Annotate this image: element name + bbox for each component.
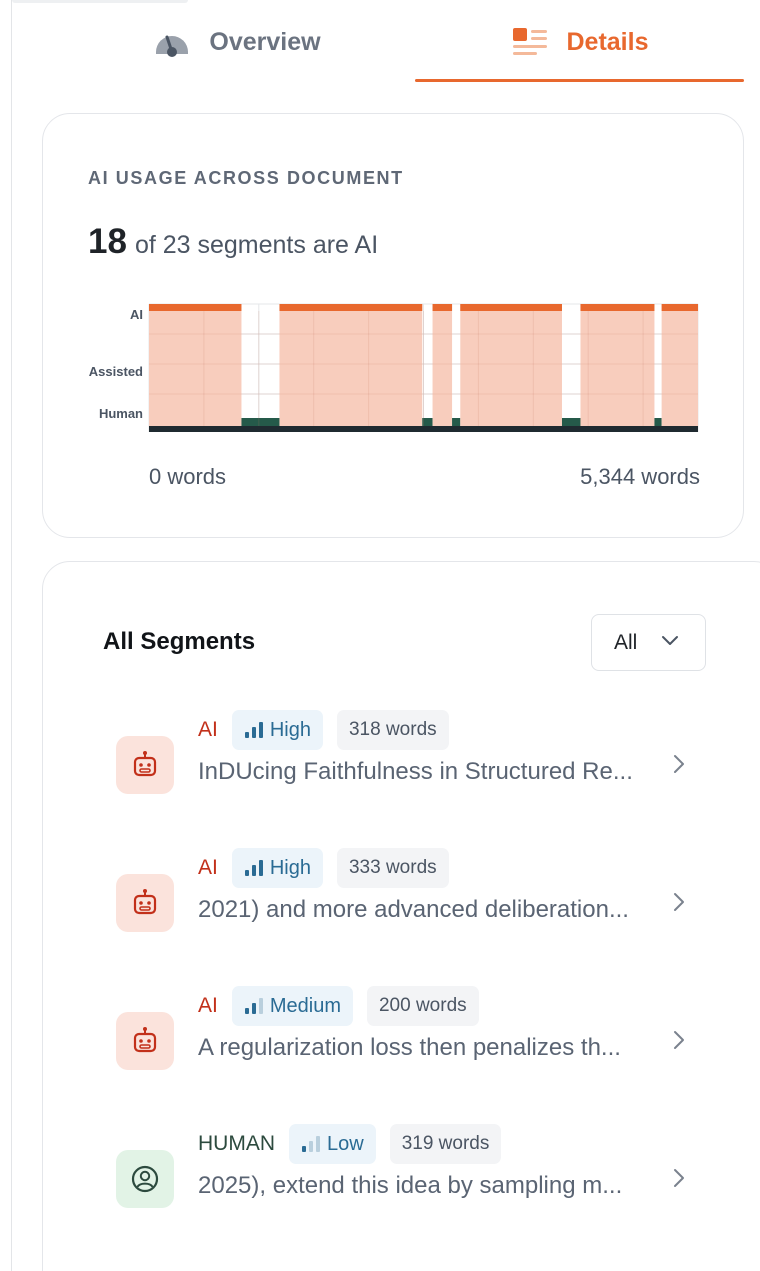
- human-segment-line: [422, 418, 433, 426]
- segment-type: AI: [198, 856, 218, 879]
- segment-filter-select[interactable]: All: [591, 614, 706, 671]
- confidence-label: Medium: [269, 994, 341, 1017]
- signal-high-icon: [244, 722, 263, 738]
- y-label-human: Human: [98, 406, 143, 421]
- ai-segment-bar: [580, 304, 655, 432]
- segment-item[interactable]: HUMAN Low 319 words 2025), extend this i…: [103, 1124, 693, 1234]
- tab-overview-label: Overview: [209, 27, 321, 56]
- segment-preview: InDUcing Faithfulness in Structured Re..…: [198, 758, 633, 785]
- summary-text: of 23 segments are AI: [134, 231, 379, 259]
- signal-medium-icon: [244, 998, 263, 1014]
- usage-chart: AI Assisted Human 0 words 5,344 words: [43, 114, 745, 539]
- details-list-icon: [511, 26, 549, 58]
- ai-segment-line: [432, 304, 453, 311]
- tab-details-label: Details: [566, 27, 649, 56]
- ai-segment-line: [149, 304, 242, 311]
- ai-segment-line: [460, 304, 562, 311]
- x-start-label: 0 words: [149, 464, 227, 489]
- signal-high-icon: [244, 860, 263, 876]
- chevron-right-icon: [674, 1169, 684, 1187]
- segments-card: All Segments All AI High 318 words InDUc…: [42, 561, 760, 1271]
- ai-segment-line: [279, 304, 423, 311]
- segment-meta: AI High 333 words: [198, 848, 449, 888]
- confidence-label: Low: [327, 1132, 364, 1155]
- word-count-badge: 318 words: [336, 710, 449, 750]
- ai-segment-bar: [661, 304, 698, 432]
- word-count-badge: 200 words: [366, 986, 479, 1026]
- segment-meta: AI High 318 words: [198, 710, 449, 750]
- segment-type: AI: [198, 718, 218, 741]
- tab-overview[interactable]: Overview: [60, 0, 414, 84]
- ai-usage-card: AI USAGE ACROSS DOCUMENT 18 of 23 segmen…: [42, 113, 744, 538]
- chevron-right-icon: [674, 755, 684, 773]
- usage-summary: 18 of 23 segments are AI: [88, 222, 378, 262]
- segments-title: All Segments: [103, 628, 256, 655]
- confidence-badge: High: [231, 848, 323, 888]
- segment-preview: 2021) and more advanced deliberation...: [198, 896, 629, 923]
- segment-type: AI: [198, 994, 218, 1017]
- ai-segment-line: [661, 304, 698, 311]
- segment-meta: HUMAN Low 319 words: [198, 1124, 502, 1164]
- ai-segment-bar: [149, 304, 242, 432]
- top-edge: [12, 0, 188, 3]
- usage-heading: AI USAGE ACROSS DOCUMENT: [88, 168, 404, 188]
- left-rail: [11, 0, 12, 1271]
- ai-segment-count: 18: [88, 222, 127, 261]
- usage-chart-svg: [148, 303, 699, 432]
- ai-segment-bar: [432, 304, 453, 432]
- word-count-badge: 319 words: [389, 1124, 502, 1164]
- segment-preview: 2025), extend this idea by sampling m...: [198, 1172, 623, 1199]
- chevron-right-icon: [674, 1031, 684, 1049]
- confidence-badge: Medium: [231, 986, 353, 1026]
- segment-item[interactable]: AI Medium 200 words A regularization los…: [103, 986, 693, 1096]
- segment-item[interactable]: AI High 318 words InDUcing Faithfulness …: [103, 710, 693, 820]
- segment-meta: AI Medium 200 words: [198, 986, 479, 1026]
- chevron-down-icon: [661, 634, 679, 652]
- human-segment-line: [654, 418, 662, 426]
- ai-segment-bar: [279, 304, 423, 432]
- segment-type: HUMAN: [198, 1132, 275, 1155]
- y-label-ai: AI: [130, 307, 143, 322]
- signal-low-icon: [302, 1136, 320, 1152]
- robot-icon: [116, 736, 174, 794]
- human-segment-line: [241, 418, 280, 426]
- x-end-label: 5,344 words: [580, 464, 700, 489]
- ai-segment-line: [580, 304, 655, 311]
- person-icon: [116, 1150, 174, 1208]
- human-segment-line: [561, 418, 581, 426]
- confidence-label: High: [269, 718, 311, 741]
- active-tab-indicator: [415, 79, 744, 82]
- confidence-badge: Low: [289, 1124, 376, 1164]
- filter-value: All: [614, 630, 638, 654]
- confidence-badge: High: [231, 710, 323, 750]
- tab-details[interactable]: Details: [415, 0, 744, 84]
- segment-item[interactable]: AI High 333 words 2021) and more advance…: [103, 848, 693, 958]
- word-count-badge: 333 words: [336, 848, 449, 888]
- segment-preview: A regularization loss then penalizes th.…: [198, 1034, 621, 1061]
- ai-segment-bar: [460, 304, 562, 432]
- chevron-right-icon: [674, 893, 684, 911]
- confidence-label: High: [269, 856, 311, 879]
- gauge-icon: [153, 26, 191, 58]
- robot-icon: [116, 874, 174, 932]
- human-segment-line: [452, 418, 461, 426]
- tab-bar: Overview Details: [60, 0, 744, 84]
- y-label-assisted: Assisted: [88, 364, 143, 379]
- x-axis-baseline: [149, 426, 698, 432]
- robot-icon: [116, 1012, 174, 1070]
